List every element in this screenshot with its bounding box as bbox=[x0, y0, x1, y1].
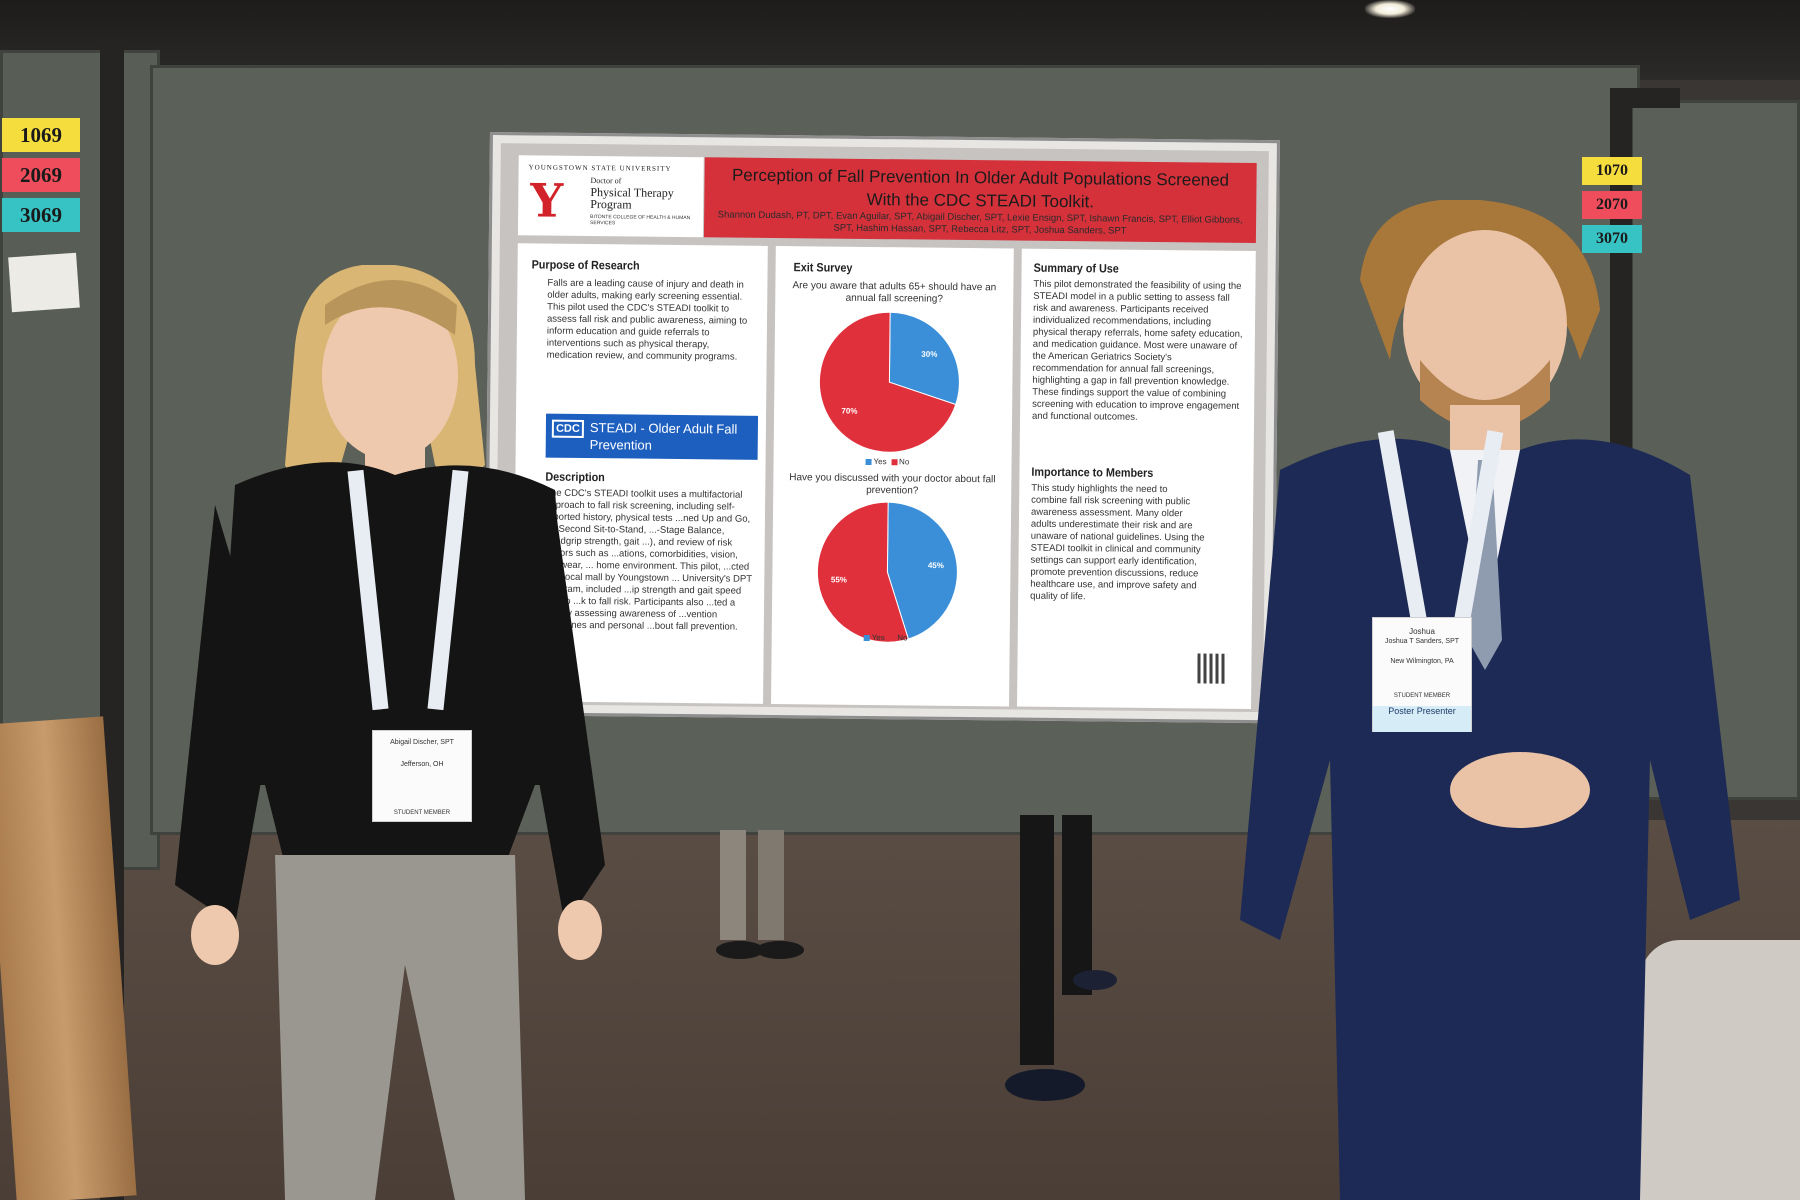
booth-tag: 2070 bbox=[1582, 191, 1642, 219]
name-badge: Abigail Discher, SPT Jefferson, OH STUDE… bbox=[372, 730, 472, 822]
pie-slice-yes bbox=[886, 501, 958, 640]
university-logo-block: YOUNGSTOWN STATE UNIVERSITY Y Doctor of … bbox=[517, 155, 704, 238]
pie-slice-label: 55% bbox=[831, 575, 847, 584]
badge-role: STUDENT MEMBER bbox=[1393, 693, 1451, 699]
badge-city: Jefferson, OH bbox=[400, 761, 444, 768]
section-heading: Importance to Members bbox=[1031, 464, 1154, 480]
poster-title: Perception of Fall Prevention In Older A… bbox=[731, 165, 1230, 212]
pie-slice-label: 70% bbox=[841, 406, 857, 415]
poster-authors: Shannon Dudash, PT, DPT, Evan Aguilar, S… bbox=[717, 209, 1243, 237]
poster-column-exit-survey: Exit Survey Are you aware that adults 65… bbox=[771, 245, 1014, 707]
panel-clip bbox=[1610, 88, 1680, 108]
chart-legend: Yes No bbox=[865, 457, 910, 467]
legend-swatch bbox=[863, 634, 870, 641]
legend-swatch bbox=[889, 635, 896, 642]
degree-prefix: Doctor of bbox=[590, 176, 622, 186]
survey-question: Are you aware that adults 65+ should hav… bbox=[792, 280, 997, 305]
booth-tag: 2069 bbox=[2, 158, 80, 192]
poster-header: Perception of Fall Prevention In Older A… bbox=[703, 157, 1257, 244]
university-name: YOUNGSTOWN STATE UNIVERSITY bbox=[528, 163, 672, 173]
importance-text: This study highlights the need to combin… bbox=[1030, 482, 1205, 603]
ceiling-light bbox=[1365, 0, 1415, 18]
poster-presenter-ribbon: Poster Presenter bbox=[1373, 706, 1471, 732]
booth-tag: 3070 bbox=[1582, 225, 1642, 253]
research-poster: YOUNGSTOWN STATE UNIVERSITY Y Doctor of … bbox=[483, 132, 1280, 724]
background-person-legs bbox=[716, 830, 804, 959]
badge-role: STUDENT MEMBER bbox=[393, 810, 451, 816]
pie-slice-no bbox=[816, 501, 909, 643]
chart-legend: Yes No bbox=[863, 633, 908, 643]
legend-label: Yes bbox=[873, 457, 887, 467]
paper-note bbox=[8, 252, 80, 313]
section-heading: Exit Survey bbox=[793, 260, 853, 275]
pie-chart-doctor-discussion: 45% 55% bbox=[816, 501, 958, 643]
pie-slice-no bbox=[818, 311, 957, 453]
college-name: BITONTE COLLEGE OF HEALTH & HUMAN SERVIC… bbox=[590, 214, 691, 227]
legend-label: Yes bbox=[871, 633, 885, 643]
woman-presenter bbox=[175, 265, 605, 1200]
legend-label: No bbox=[897, 633, 908, 643]
badge-name: Joshua T Sanders, SPT bbox=[1384, 638, 1460, 645]
ysu-logo: Y bbox=[530, 173, 564, 228]
badge-city: New Wilmington, PA bbox=[1390, 658, 1454, 665]
name-badge: Joshua Joshua T Sanders, SPT New Wilming… bbox=[1372, 617, 1472, 732]
man-presenter bbox=[1240, 200, 1740, 1200]
legend-swatch bbox=[891, 459, 898, 466]
background-person-legs bbox=[1005, 815, 1117, 1101]
pie-slice-label: 30% bbox=[921, 350, 937, 359]
booth-tag: 1069 bbox=[2, 118, 80, 152]
survey-question: Have you discussed with your doctor abou… bbox=[789, 472, 996, 497]
pie-slice-label: 45% bbox=[928, 561, 944, 570]
legend-swatch bbox=[865, 458, 872, 465]
poster-frame: YOUNGSTOWN STATE UNIVERSITY Y Doctor of … bbox=[495, 143, 1269, 713]
booth-tag: 3069 bbox=[2, 198, 80, 232]
summary-text: This pilot demonstrated the feasibility … bbox=[1031, 278, 1243, 423]
booth-tag: 1070 bbox=[1582, 157, 1642, 185]
badge-first-name: Joshua bbox=[1409, 627, 1435, 636]
pie-chart-awareness: 30% 70% bbox=[818, 311, 960, 453]
program-name: Physical Therapy Program bbox=[590, 185, 674, 212]
section-heading: Summary of Use bbox=[1033, 260, 1119, 276]
backpack bbox=[1640, 940, 1800, 1200]
badge-name: Abigail Discher, SPT bbox=[390, 739, 454, 746]
pie-slice-yes bbox=[888, 311, 960, 406]
legend-label: No bbox=[899, 457, 910, 467]
